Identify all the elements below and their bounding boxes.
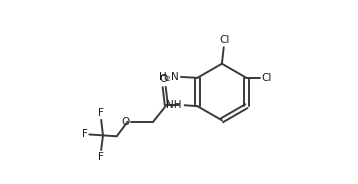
Text: Cl: Cl — [261, 73, 272, 83]
Text: NH: NH — [166, 100, 182, 110]
Text: F: F — [98, 108, 104, 118]
Text: F: F — [82, 130, 88, 139]
Text: O: O — [159, 74, 167, 84]
Text: Cl: Cl — [219, 35, 229, 45]
Text: F: F — [98, 152, 104, 162]
Text: H$_2$N: H$_2$N — [159, 70, 180, 84]
Text: O: O — [121, 117, 130, 127]
